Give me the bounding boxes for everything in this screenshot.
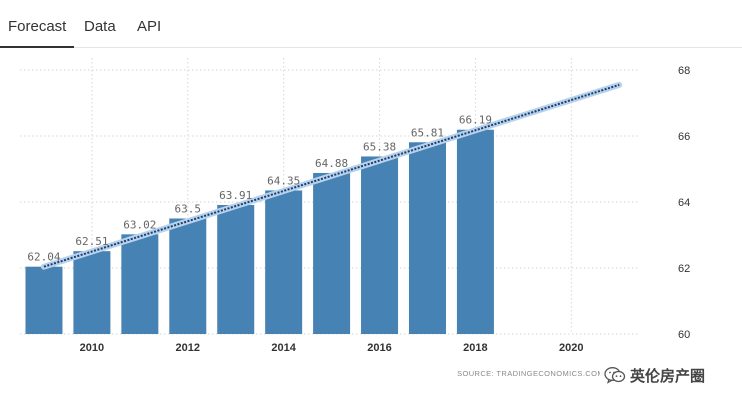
- wechat-icon: [604, 367, 626, 384]
- tab-forecast[interactable]: Forecast: [0, 0, 75, 48]
- data-label: 66.19: [459, 114, 492, 127]
- data-label: 64.35: [267, 174, 300, 187]
- data-label: 65.38: [363, 140, 396, 153]
- data-label: 62.04: [27, 251, 60, 264]
- watermark: 英伦房产圈: [600, 364, 710, 386]
- data-label: 64.88: [315, 157, 348, 170]
- data-label: 62.51: [75, 235, 108, 248]
- bar: [217, 204, 255, 334]
- bar: [25, 266, 63, 334]
- data-label: 63.02: [123, 218, 156, 231]
- bar: [265, 190, 303, 334]
- bar: [456, 129, 494, 334]
- y-tick-label: 60: [678, 329, 690, 341]
- x-tick-label: 2016: [367, 342, 391, 354]
- bar-chart: 62.04 62.51 63.02 63.5 63.91 64.35 64.88 65.38 6…: [20, 58, 690, 354]
- x-tick-label: 2012: [176, 342, 200, 354]
- source-note: SOURCE: TRADINGECONOMICS.COM: [457, 369, 604, 378]
- y-tick-label: 66: [678, 131, 690, 143]
- tab-bar: Forecast Data API: [0, 0, 742, 48]
- x-tick-label: 2010: [80, 342, 104, 354]
- data-label: 63.91: [219, 189, 252, 202]
- bar: [313, 172, 351, 334]
- trend-line: [43, 83, 620, 268]
- bar: [169, 218, 207, 334]
- y-tick-label: 64: [678, 197, 690, 209]
- x-tick-label: 2018: [463, 342, 487, 354]
- data-label: 63.5: [175, 203, 202, 216]
- x-tick-label: 2014: [271, 342, 296, 354]
- x-tick-label: 2020: [559, 342, 583, 354]
- y-tick-label: 62: [678, 263, 690, 275]
- tab-api[interactable]: API: [137, 18, 162, 35]
- data-label: 65.81: [411, 126, 444, 139]
- watermark-text: 英伦房产圈: [630, 366, 706, 385]
- bar: [408, 142, 446, 334]
- bar: [73, 251, 111, 334]
- bar: [121, 234, 159, 334]
- y-tick-label: 68: [678, 65, 690, 77]
- bar: [361, 156, 399, 334]
- tab-data[interactable]: Data: [84, 18, 116, 35]
